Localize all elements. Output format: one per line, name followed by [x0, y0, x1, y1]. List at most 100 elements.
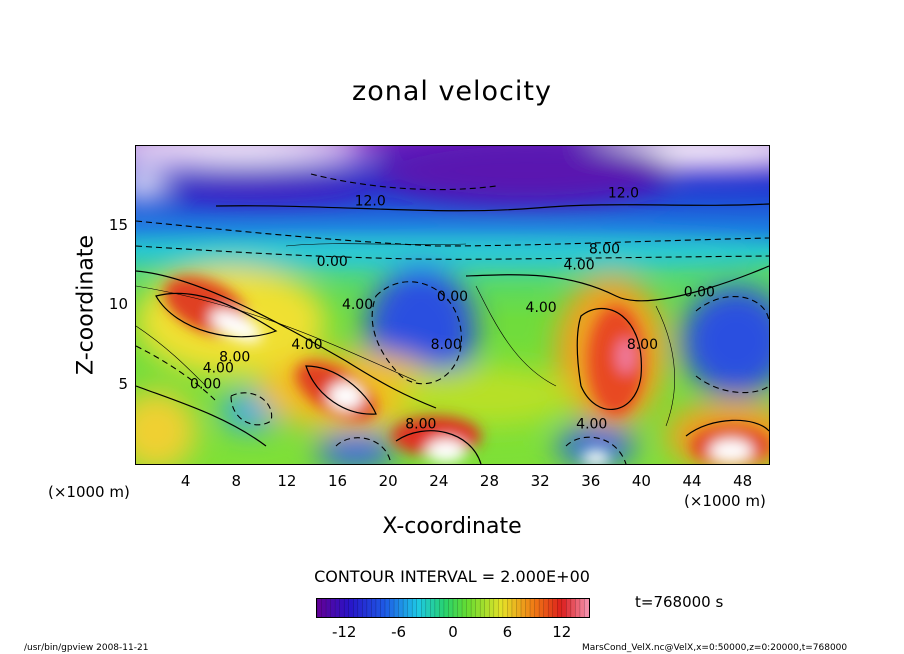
colorbar-swatch: [448, 599, 454, 617]
chart-title: zonal velocity: [352, 76, 552, 107]
colorbar-swatch: [466, 599, 472, 617]
time-label: t=768000 s: [635, 593, 724, 611]
colorbar-swatch: [561, 599, 567, 617]
colorbar-swatch: [317, 599, 322, 617]
colorbar-swatch: [321, 599, 327, 617]
contours-solid: [136, 203, 769, 464]
contour-label: 8.00: [219, 349, 250, 365]
contour-label: 8.00: [627, 337, 658, 353]
y-axis-label: Z-coordinate: [73, 235, 99, 375]
x-tick-label: 8: [231, 472, 242, 490]
colorbar-swatch: [357, 599, 363, 617]
contour-labels: 12.0 12.0 0.00 8.00 4.00 0.00 4.00 0.00 4.00 8.00…: [190, 186, 715, 433]
colorbar-swatch: [425, 599, 431, 617]
colorbar-swatch: [457, 599, 463, 617]
y-tick-label: 5: [118, 374, 128, 393]
contours-thin: [136, 243, 675, 427]
colorbar-swatch: [484, 599, 490, 617]
x-tick-label: 48: [733, 472, 753, 490]
colorbar-swatch: [330, 599, 336, 617]
x-unit-label-left: (×1000 m): [48, 483, 130, 501]
colorbar-swatch: [339, 599, 345, 617]
x-tick-label: 16: [328, 472, 348, 490]
colorbar-swatch: [353, 599, 359, 617]
colorbar-swatch: [385, 599, 390, 617]
colorbar-swatch: [579, 599, 585, 617]
x-tick-label: 44: [682, 472, 702, 490]
y-tick-label: 15: [108, 215, 128, 234]
colorbar-swatch: [453, 599, 458, 617]
colorbar-swatch: [511, 599, 517, 617]
colorbar-swatch: [575, 599, 581, 617]
contour-label: 0.00: [437, 289, 468, 305]
colorbar-swatch: [375, 599, 381, 617]
colorbar-swatch: [443, 599, 449, 617]
contour-label: 12.0: [608, 186, 639, 202]
heatmap-canvas: 12.0 12.0 0.00 8.00 4.00 0.00 4.00 0.00 4.00 8.00…: [136, 146, 769, 464]
colorbar-swatch: [439, 599, 445, 617]
x-tick-label: 28: [479, 472, 500, 490]
colorbar-swatch: [475, 599, 481, 617]
x-tick-label: 12: [277, 472, 297, 490]
colorbar: [316, 598, 590, 618]
colorbar-swatch: [566, 599, 572, 617]
colorbar-swatch: [403, 599, 408, 617]
contour-label: 8.00: [589, 241, 620, 257]
colorbar-swatch: [471, 599, 476, 617]
colorbar-swatch: [584, 599, 590, 617]
colorbar-swatch: [462, 599, 467, 617]
x-tick-label: 20: [378, 472, 398, 490]
contour-label: 0.00: [684, 284, 715, 300]
colorbar-swatch: [543, 599, 549, 617]
colorbar-swatch: [335, 599, 340, 617]
colorbar-swatch: [480, 599, 486, 617]
colorbar-swatch: [557, 599, 563, 617]
x-unit-label-right: (×1000 m): [684, 492, 766, 510]
x-tick-label: 36: [581, 472, 601, 490]
x-tick-label: 40: [631, 472, 651, 490]
colorbar-swatch: [493, 599, 499, 617]
footer-file-info: MarsCond_VelX.nc@VelX,x=0:50000,z=0:2000…: [582, 643, 848, 653]
colorbar-swatch: [521, 599, 526, 617]
contour-label: 12.0: [355, 194, 386, 210]
colorbar-swatch: [407, 599, 413, 617]
x-tick-label: 32: [530, 472, 550, 490]
contour-label: 4.00: [291, 337, 322, 353]
colorbar-swatch: [394, 599, 399, 617]
colorbar-swatch: [412, 599, 418, 617]
colorbar-swatches: [316, 599, 590, 617]
colorbar-swatch: [507, 599, 513, 617]
x-axis-label: X-coordinate: [382, 514, 522, 539]
colorbar-swatch: [421, 599, 427, 617]
contours-dashed: [136, 173, 769, 464]
colorbar-swatch: [416, 599, 422, 617]
colorbar-swatch: [548, 599, 554, 617]
colorbar-swatch: [326, 599, 331, 617]
colorbar-swatch: [434, 599, 440, 617]
contour-label: 0.00: [190, 377, 221, 393]
colorbar-swatch: [539, 599, 544, 617]
contour-label: 0.00: [317, 254, 348, 270]
colorbar-swatch: [362, 599, 368, 617]
contour-label: 4.00: [576, 416, 607, 432]
colorbar-swatch: [398, 599, 404, 617]
contour-label: 4.00: [342, 297, 373, 313]
y-tick-label: 10: [108, 295, 128, 313]
colorbar-tick-label: -6: [391, 623, 407, 641]
colorbar-tick-label: 12: [552, 623, 572, 641]
colorbar-swatch: [552, 599, 558, 617]
colorbar-swatch: [348, 599, 354, 617]
contour-label: 8.00: [431, 337, 462, 353]
footer-program-info: /usr/bin/gpview 2008-11-21: [24, 643, 149, 653]
colorbar-swatch: [371, 599, 377, 617]
colorbar-swatch: [389, 599, 395, 617]
contour-label: 8.00: [405, 416, 436, 432]
colorbar-swatch: [570, 599, 576, 617]
colorbar-swatch: [516, 599, 522, 617]
colorbar-swatch: [489, 599, 495, 617]
colorbar-tick-label: 0: [448, 623, 458, 641]
x-tick-label: 4: [180, 472, 191, 490]
plot-area: 12.0 12.0 0.00 8.00 4.00 0.00 4.00 0.00 4.00 8.00…: [135, 145, 770, 465]
colorbar-swatch: [502, 599, 508, 617]
colorbar-swatch: [380, 599, 386, 617]
